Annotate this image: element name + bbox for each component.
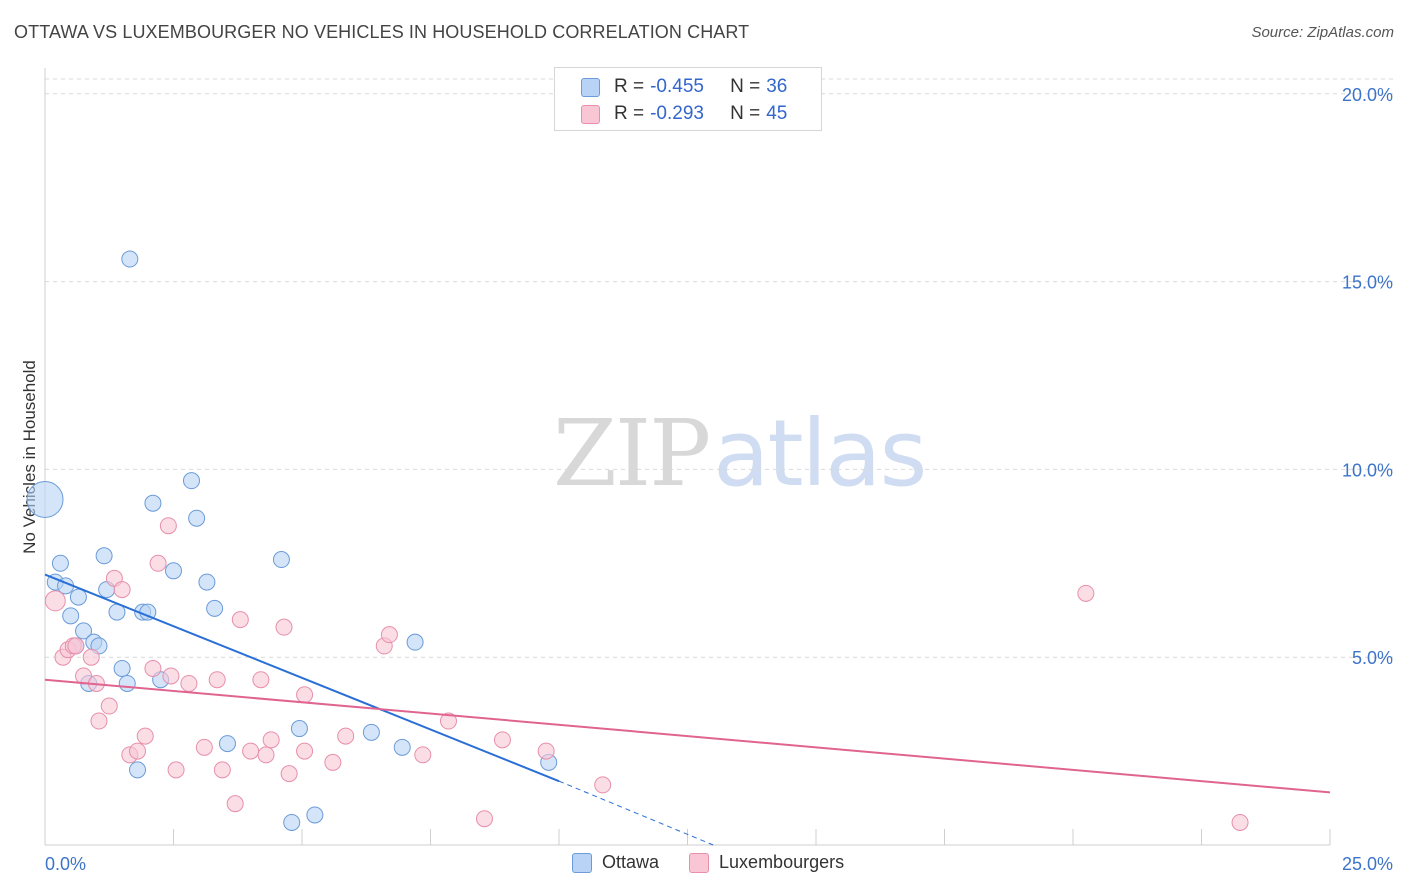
point-luxembourger — [208, 671, 226, 689]
legend-r-value: -0.293 — [650, 103, 704, 124]
y-tick-label: 20.0% — [1342, 85, 1393, 105]
point-luxembourger — [231, 611, 249, 629]
point-ottawa — [113, 659, 131, 677]
trend-line-luxembourger — [44, 678, 1331, 794]
legend-swatch-ottawa — [581, 77, 600, 97]
point-luxembourger — [67, 637, 85, 655]
point-luxembourger — [82, 648, 100, 666]
correlation-legend: R = -0.455 N = 36 R = -0.293 N = 45 — [554, 67, 822, 131]
point-luxembourger — [90, 712, 108, 730]
point-ottawa — [165, 562, 182, 580]
legend-n-label: N = — [730, 76, 761, 97]
point-luxembourger — [162, 667, 180, 685]
point-ottawa — [188, 509, 206, 527]
legend-item-luxembourgers[interactable]: Luxembourgers — [689, 852, 844, 873]
point-luxembourger — [296, 686, 314, 704]
point-luxembourger — [252, 671, 270, 689]
point-luxembourger — [439, 712, 457, 730]
legend-label-ottawa: Ottawa — [602, 852, 660, 872]
point-luxembourger — [296, 742, 314, 760]
point-ottawa — [306, 806, 324, 824]
point-luxembourger — [113, 581, 131, 599]
point-ottawa — [75, 622, 93, 640]
legend-n-value: 45 — [766, 103, 788, 124]
x-tick-label: 0.0% — [45, 854, 86, 874]
trend-line-ottawa — [44, 573, 560, 783]
watermark: ZIPatlas — [553, 400, 928, 507]
y-tick-label: 5.0% — [1352, 648, 1393, 668]
point-ottawa — [129, 761, 147, 779]
point-ottawa — [144, 494, 162, 512]
legend-row-ottawa: R = -0.455 N = 36 — [581, 75, 787, 99]
point-ottawa — [62, 607, 80, 625]
legend-r-label: R = — [614, 76, 645, 97]
y-tick-label: 10.0% — [1342, 460, 1393, 480]
series-legend: Ottawa Luxembourgers — [572, 852, 874, 873]
point-ottawa — [121, 250, 139, 268]
point-ottawa — [362, 723, 380, 741]
point-luxembourger — [1077, 584, 1095, 602]
point-ottawa — [51, 554, 69, 572]
legend-r-label: R = — [614, 103, 645, 124]
point-ottawa — [26, 480, 64, 518]
point-ottawa — [272, 551, 290, 569]
legend-swatch-luxembourgers — [689, 852, 710, 873]
point-luxembourger — [380, 626, 398, 644]
legend-row-luxembourgers: R = -0.293 N = 45 — [581, 102, 787, 126]
legend-item-ottawa[interactable]: Ottawa — [572, 852, 659, 873]
point-luxembourger — [180, 674, 198, 692]
point-ottawa — [198, 573, 216, 591]
point-luxembourger — [167, 761, 185, 779]
point-luxembourger — [537, 742, 555, 760]
point-luxembourger — [213, 761, 231, 779]
point-luxembourger — [262, 731, 280, 749]
point-ottawa — [283, 813, 301, 831]
point-ottawa — [182, 472, 200, 490]
point-ottawa — [218, 735, 236, 753]
point-ottawa — [95, 547, 113, 565]
chart-title: OTTAWA VS LUXEMBOURGER NO VEHICLES IN HO… — [14, 22, 750, 42]
point-luxembourger — [144, 659, 162, 677]
legend-swatch-luxembourgers — [581, 104, 600, 124]
point-ottawa — [393, 738, 411, 756]
point-ottawa — [290, 720, 308, 738]
point-luxembourger — [1231, 813, 1249, 831]
legend-n-label: N = — [730, 103, 761, 124]
point-luxembourger — [44, 590, 66, 612]
point-ottawa — [118, 674, 136, 692]
watermark-atlas: atlas — [713, 400, 927, 507]
point-ottawa — [69, 588, 87, 606]
point-luxembourger — [136, 727, 154, 745]
point-luxembourger — [475, 810, 493, 828]
point-ottawa — [406, 633, 424, 651]
source-label: Source: ZipAtlas.com — [1251, 24, 1394, 41]
point-luxembourger — [414, 746, 432, 764]
point-luxembourger — [226, 795, 244, 813]
point-luxembourger — [324, 753, 342, 771]
point-luxembourger — [242, 742, 260, 760]
legend-label-luxembourgers: Luxembourgers — [719, 852, 845, 872]
trend-line-extension-ottawa — [558, 780, 714, 846]
point-luxembourger — [257, 746, 275, 764]
point-luxembourger — [337, 727, 355, 745]
legend-n-value: 36 — [766, 76, 788, 97]
watermark-zip: ZIP — [553, 400, 711, 507]
x-tick-label: 25.0% — [1342, 854, 1393, 874]
point-luxembourger — [275, 618, 293, 636]
point-luxembourger — [280, 765, 298, 783]
point-luxembourger — [493, 731, 511, 749]
point-luxembourger — [159, 517, 177, 535]
point-luxembourger — [195, 738, 213, 756]
legend-swatch-ottawa — [572, 852, 592, 873]
y-tick-label: 15.0% — [1342, 273, 1393, 293]
point-luxembourger — [100, 697, 118, 715]
point-ottawa — [206, 599, 224, 617]
point-luxembourger — [594, 776, 612, 794]
legend-r-value: -0.455 — [650, 76, 704, 97]
point-luxembourger — [149, 554, 167, 572]
point-luxembourger — [129, 742, 147, 760]
